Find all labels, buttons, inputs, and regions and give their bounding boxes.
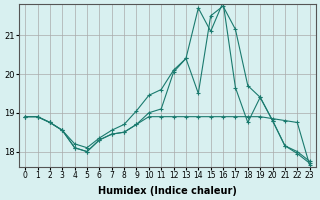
X-axis label: Humidex (Indice chaleur): Humidex (Indice chaleur) (98, 186, 237, 196)
